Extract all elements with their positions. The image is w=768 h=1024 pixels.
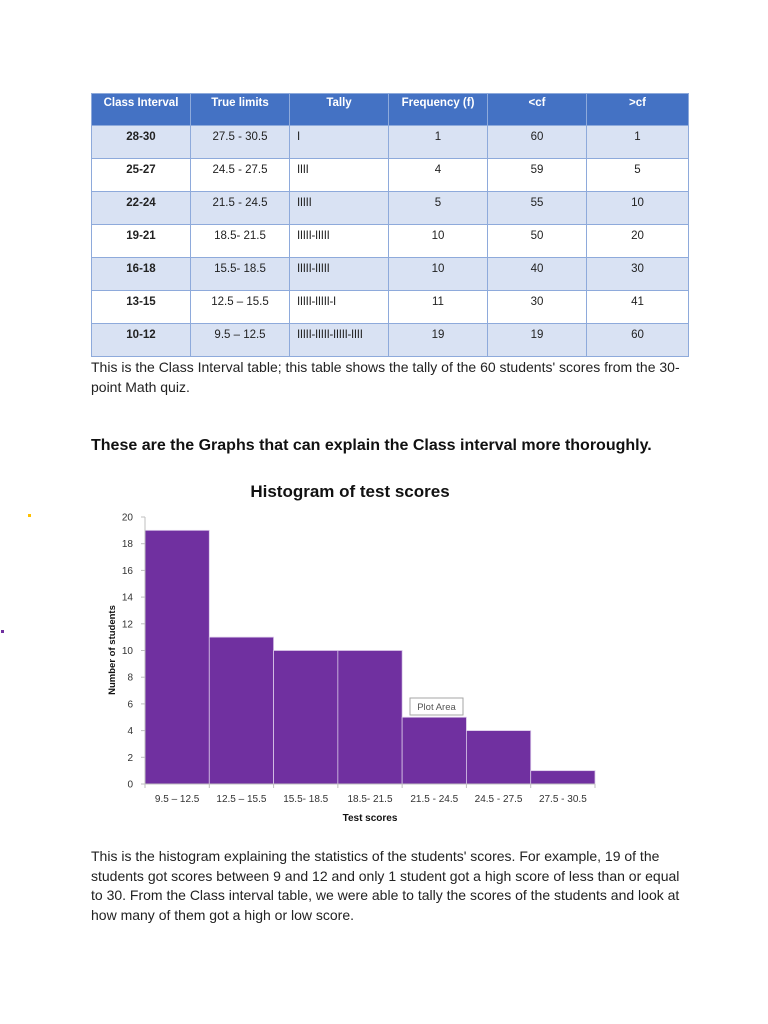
- header-greater-cf: >cf: [586, 93, 689, 126]
- x-tick-label: 12.5 – 15.5: [216, 794, 266, 805]
- cell-tally: IIIII-IIIII-IIIII-IIII: [289, 323, 389, 357]
- chart-title: Histogram of test scores: [250, 482, 449, 501]
- x-tick-label: 27.5 - 30.5: [539, 794, 587, 805]
- y-tick-label: 6: [127, 699, 133, 710]
- table-caption: This is the Class Interval table; this t…: [91, 359, 680, 395]
- cell-greater-cf: 5: [586, 158, 689, 192]
- table-row: 19-21 18.5- 21.5 IIIII-IIIII 10 50 20: [91, 224, 689, 258]
- cell-greater-cf: 1: [586, 125, 689, 159]
- cell-less-cf: 50: [487, 224, 587, 258]
- cell-less-cf: 60: [487, 125, 587, 159]
- y-tick-label: 8: [127, 673, 133, 684]
- plot-area-tooltip-box: [409, 697, 464, 716]
- histogram-chart: Histogram of test scores Number of stude…: [107, 482, 596, 824]
- y-tick-label: 0: [127, 780, 133, 791]
- table-row: 13-15 12.5 – 15.5 IIIII-IIIII-I 11 30 41: [91, 290, 689, 324]
- cell-tally: IIIII-IIIII: [289, 224, 389, 258]
- cell-less-cf: 30: [487, 290, 587, 324]
- histogram-bar: [401, 716, 467, 785]
- cell-greater-cf: 20: [586, 224, 689, 258]
- cell-frequency: 4: [388, 158, 488, 192]
- cell-less-cf: 55: [487, 191, 587, 225]
- cell-class-interval: 28-30: [91, 125, 191, 159]
- cell-class-interval: 13-15: [91, 290, 191, 324]
- cell-true-limits: 9.5 – 12.5: [190, 323, 290, 357]
- header-tally: Tally: [289, 93, 389, 126]
- y-ticks-group: 0 2 4 6 8 10 12 14 16 18 20: [122, 513, 145, 791]
- x-tick-label: 21.5 - 24.5: [410, 794, 458, 805]
- x-tick-label: 24.5 - 27.5: [475, 794, 523, 805]
- purple-dot-marker: [1, 630, 4, 633]
- histogram-bar: [208, 636, 274, 785]
- cell-greater-cf: 41: [586, 290, 689, 324]
- cell-class-interval: 22-24: [91, 191, 191, 225]
- y-tick-label: 2: [127, 753, 133, 764]
- cell-class-interval: 10-12: [91, 323, 191, 357]
- cell-frequency: 1: [388, 125, 488, 159]
- graphs-heading: These are the Graphs that can explain th…: [91, 437, 652, 454]
- class-interval-table: Class Interval True limits Tally Frequen…: [91, 93, 689, 357]
- cell-frequency: 10: [388, 224, 488, 258]
- header-class-interval: Class Interval: [91, 93, 191, 126]
- y-tick-label: 20: [122, 513, 134, 524]
- table-row: 16-18 15.5- 18.5 IIIII-IIIII 10 40 30: [91, 257, 689, 291]
- y-tick-label: 14: [122, 593, 134, 604]
- cell-true-limits: 18.5- 21.5: [190, 224, 290, 258]
- cell-frequency: 11: [388, 290, 488, 324]
- histogram-bar: [466, 730, 532, 785]
- cell-tally: I: [289, 125, 389, 159]
- cell-less-cf: 19: [487, 323, 587, 357]
- cell-true-limits: 12.5 – 15.5: [190, 290, 290, 324]
- cell-greater-cf: 10: [586, 191, 689, 225]
- cell-true-limits: 15.5- 18.5: [190, 257, 290, 291]
- x-axis-label: Test scores: [343, 813, 398, 824]
- cell-less-cf: 40: [487, 257, 587, 291]
- cell-class-interval: 19-21: [91, 224, 191, 258]
- cell-true-limits: 27.5 - 30.5: [190, 125, 290, 159]
- cell-greater-cf: 60: [586, 323, 689, 357]
- table-header-row: Class Interval True limits Tally Frequen…: [91, 93, 689, 126]
- header-true-limits: True limits: [190, 93, 290, 126]
- x-tick-label: 15.5- 18.5: [283, 794, 328, 805]
- cell-true-limits: 24.5 - 27.5: [190, 158, 290, 192]
- y-tick-label: 4: [127, 726, 133, 737]
- table-row: 22-24 21.5 - 24.5 IIIII 5 55 10: [91, 191, 689, 225]
- cell-true-limits: 21.5 - 24.5: [190, 191, 290, 225]
- y-tick-label: 18: [122, 539, 134, 550]
- cell-class-interval: 25-27: [91, 158, 191, 192]
- histogram-bar: [144, 529, 210, 785]
- header-less-cf: <cf: [487, 93, 587, 126]
- cell-class-interval: 16-18: [91, 257, 191, 291]
- y-tick-label: 12: [122, 619, 134, 630]
- header-frequency: Frequency (f): [388, 93, 488, 126]
- y-tick-label: 10: [122, 646, 134, 657]
- cell-frequency: 10: [388, 257, 488, 291]
- table-row: 10-12 9.5 – 12.5 IIIII-IIIII-IIIII-IIII …: [91, 323, 689, 357]
- cell-less-cf: 59: [487, 158, 587, 192]
- cell-tally: IIIII: [289, 191, 389, 225]
- cell-greater-cf: 30: [586, 257, 689, 291]
- plot-area-tooltip: Plot Area: [409, 697, 464, 716]
- cell-frequency: 5: [388, 191, 488, 225]
- histogram-caption: This is the histogram explaining the sta…: [91, 848, 680, 923]
- cell-tally: IIIII-IIIII-I: [289, 290, 389, 324]
- y-axis-label: Number of students: [107, 605, 118, 695]
- x-ticks-group: 9.5 – 12.5 12.5 – 15.5 15.5- 18.5 18.5- 21.…: [144, 784, 596, 805]
- cell-tally: IIIII-IIIII: [289, 257, 389, 291]
- histogram-bar: [530, 770, 596, 785]
- histogram-bar: [337, 650, 403, 785]
- orange-dot-marker: [28, 514, 31, 517]
- table-row: 25-27 24.5 - 27.5 IIII 4 59 5: [91, 158, 689, 192]
- cell-tally: IIII: [289, 158, 389, 192]
- table-row: 28-30 27.5 - 30.5 I 1 60 1: [91, 125, 689, 159]
- bars-group: [144, 529, 596, 785]
- histogram-bar: [273, 650, 339, 785]
- cell-frequency: 19: [388, 323, 488, 357]
- y-tick-label: 16: [122, 566, 134, 577]
- x-tick-label: 9.5 – 12.5: [155, 794, 200, 805]
- plot-area-tooltip-text: Plot Area: [417, 702, 456, 713]
- x-tick-label: 18.5- 21.5: [347, 794, 392, 805]
